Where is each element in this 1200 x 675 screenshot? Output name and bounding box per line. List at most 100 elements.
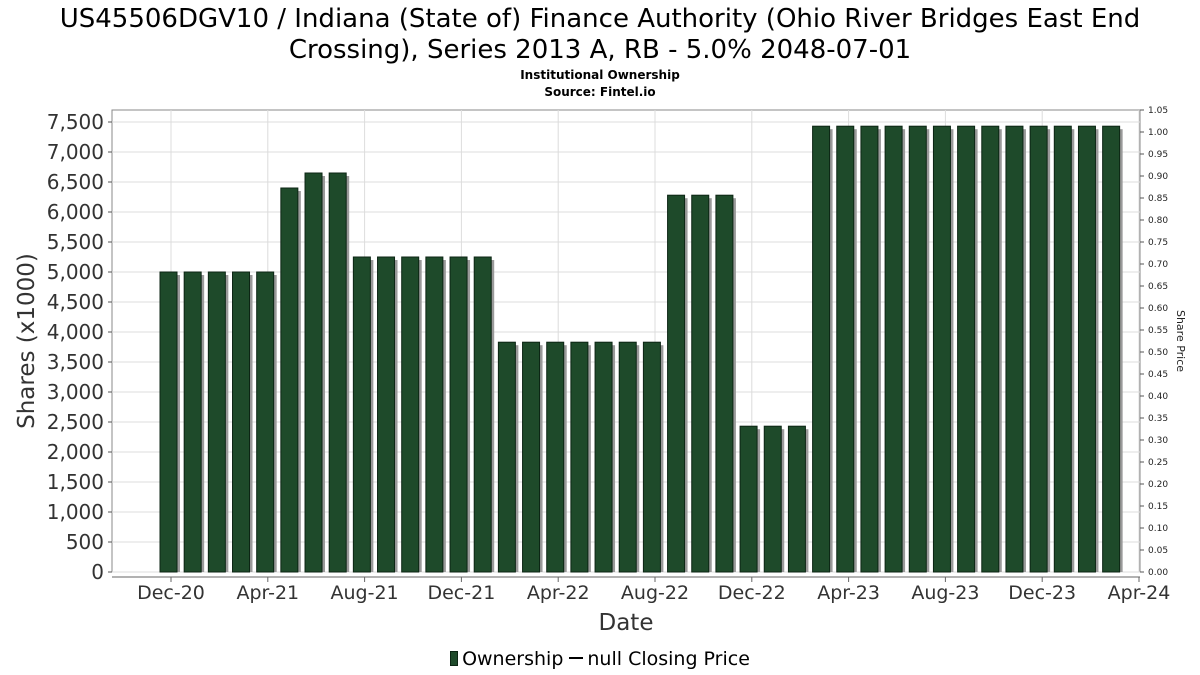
y2-tick-label: 0.90 — [1148, 172, 1168, 182]
ownership-bar — [739, 425, 758, 573]
y-axis-title: Shares (x1000) — [14, 253, 40, 429]
y2-tick-label: 0.10 — [1148, 524, 1168, 534]
y-tick-label: 1,000 — [47, 500, 104, 524]
y-tick-label: 3,500 — [47, 350, 104, 374]
ownership-bar — [1053, 125, 1072, 573]
x-tick-label: Aug-21 — [331, 582, 399, 604]
ownership-bar — [957, 125, 976, 573]
ownership-bar — [328, 172, 347, 573]
ownership-bar — [546, 341, 565, 573]
ownership-bar — [787, 425, 806, 573]
x-tick-label: Aug-23 — [911, 582, 979, 604]
ownership-bar — [860, 125, 879, 573]
y2-tick-label: 1.05 — [1148, 106, 1168, 116]
x-tick-label: Apr-21 — [236, 582, 299, 604]
ownership-bar — [183, 271, 202, 573]
x-tick-label: Dec-22 — [718, 582, 786, 604]
chart-subtitle: Institutional Ownership — [520, 68, 680, 82]
legend-price-swatch — [569, 657, 584, 659]
legend-price-label: null Closing Price — [587, 648, 750, 670]
ownership-bar — [207, 271, 226, 573]
ownership-bar — [667, 194, 686, 573]
y2-tick-label: 0.25 — [1148, 458, 1168, 468]
ownership-bar — [232, 271, 251, 573]
ownership-bar — [1102, 125, 1121, 573]
ownership-bar — [932, 125, 951, 573]
ownership-bar — [836, 125, 855, 573]
y-tick-label: 2,000 — [47, 440, 104, 464]
y2-tick-label: 0.85 — [1148, 194, 1168, 204]
ownership-bar — [352, 256, 371, 573]
ownership-bar — [256, 271, 275, 573]
y-tick-label: 5,500 — [47, 230, 104, 254]
y2-tick-label: 0.80 — [1148, 216, 1168, 226]
y2-axis-title: Share Price — [1174, 310, 1187, 372]
y2-tick-label: 0.50 — [1148, 348, 1168, 358]
y-tick-label: 6,500 — [47, 170, 104, 194]
x-tick-label: Apr-22 — [527, 582, 590, 604]
ownership-bar — [715, 194, 734, 573]
ownership-bar — [280, 187, 299, 573]
legend-ownership-label: Ownership — [462, 648, 564, 670]
y-tick-label: 7,000 — [47, 140, 104, 164]
y-tick-label: 500 — [66, 530, 104, 554]
y2-tick-label: 0.55 — [1148, 326, 1168, 336]
ownership-bar — [522, 341, 541, 573]
y2-tick-label: 0.75 — [1148, 238, 1168, 248]
y2-tick-label: 0.15 — [1148, 502, 1168, 512]
y2-tick-label: 0.95 — [1148, 150, 1168, 160]
x-tick-label: Aug-22 — [621, 582, 689, 604]
ownership-bar — [473, 256, 492, 573]
y2-tick-label: 0.45 — [1148, 370, 1168, 380]
y-tick-label: 5,000 — [47, 260, 104, 284]
x-axis-title: Date — [599, 610, 654, 636]
y-tick-label: 4,000 — [47, 320, 104, 344]
ownership-bar — [1029, 125, 1048, 573]
ownership-bar — [401, 256, 420, 573]
y-tick-label: 2,500 — [47, 410, 104, 434]
ownership-bar — [377, 256, 396, 573]
y-tick-label: 6,000 — [47, 200, 104, 224]
ownership-bar — [618, 341, 637, 573]
y2-tick-label: 0.65 — [1148, 282, 1168, 292]
y2-tick-label: 0.70 — [1148, 260, 1168, 270]
ownership-bar — [304, 172, 323, 573]
chart-source: Source: Fintel.io — [544, 85, 656, 99]
legend: Ownership null Closing Price — [0, 648, 1200, 670]
ownership-bar — [642, 341, 661, 573]
y-tick-label: 1,500 — [47, 470, 104, 494]
y-tick-label: 7,500 — [47, 110, 104, 134]
ownership-bar — [1077, 125, 1096, 573]
y2-tick-label: 0.40 — [1148, 392, 1168, 402]
y2-tick-label: 0.35 — [1148, 414, 1168, 424]
ownership-bar — [449, 256, 468, 573]
x-tick-label: Dec-20 — [137, 582, 205, 604]
x-tick-label: Apr-23 — [817, 582, 880, 604]
y2-tick-label: 1.00 — [1148, 128, 1168, 138]
y2-tick-label: 0.60 — [1148, 304, 1168, 314]
ownership-bar — [812, 125, 831, 573]
y-tick-label: 3,000 — [47, 380, 104, 404]
x-tick-label: Dec-23 — [1008, 582, 1076, 604]
ownership-bar — [594, 341, 613, 573]
ownership-bar — [908, 125, 927, 573]
ownership-bar — [159, 271, 178, 573]
ownership-bar — [570, 341, 589, 573]
y2-tick-label: 0.20 — [1148, 480, 1168, 490]
ownership-bar — [425, 256, 444, 573]
x-tick-label: Dec-21 — [427, 582, 495, 604]
legend-ownership-swatch — [450, 651, 459, 666]
ownership-bar — [691, 194, 710, 573]
ownership-bar — [497, 341, 516, 573]
y-tick-label: 0 — [91, 560, 104, 584]
ownership-bar — [884, 125, 903, 573]
y2-tick-label: 0.05 — [1148, 546, 1168, 556]
y2-tick-label: 0.30 — [1148, 436, 1168, 446]
y-tick-label: 4,500 — [47, 290, 104, 314]
x-tick-label: Apr-24 — [1108, 582, 1171, 604]
ownership-bar — [981, 125, 1000, 573]
y2-tick-label: 0.00 — [1148, 568, 1168, 578]
ownership-bar — [1005, 125, 1024, 573]
ownership-bar — [763, 425, 782, 573]
